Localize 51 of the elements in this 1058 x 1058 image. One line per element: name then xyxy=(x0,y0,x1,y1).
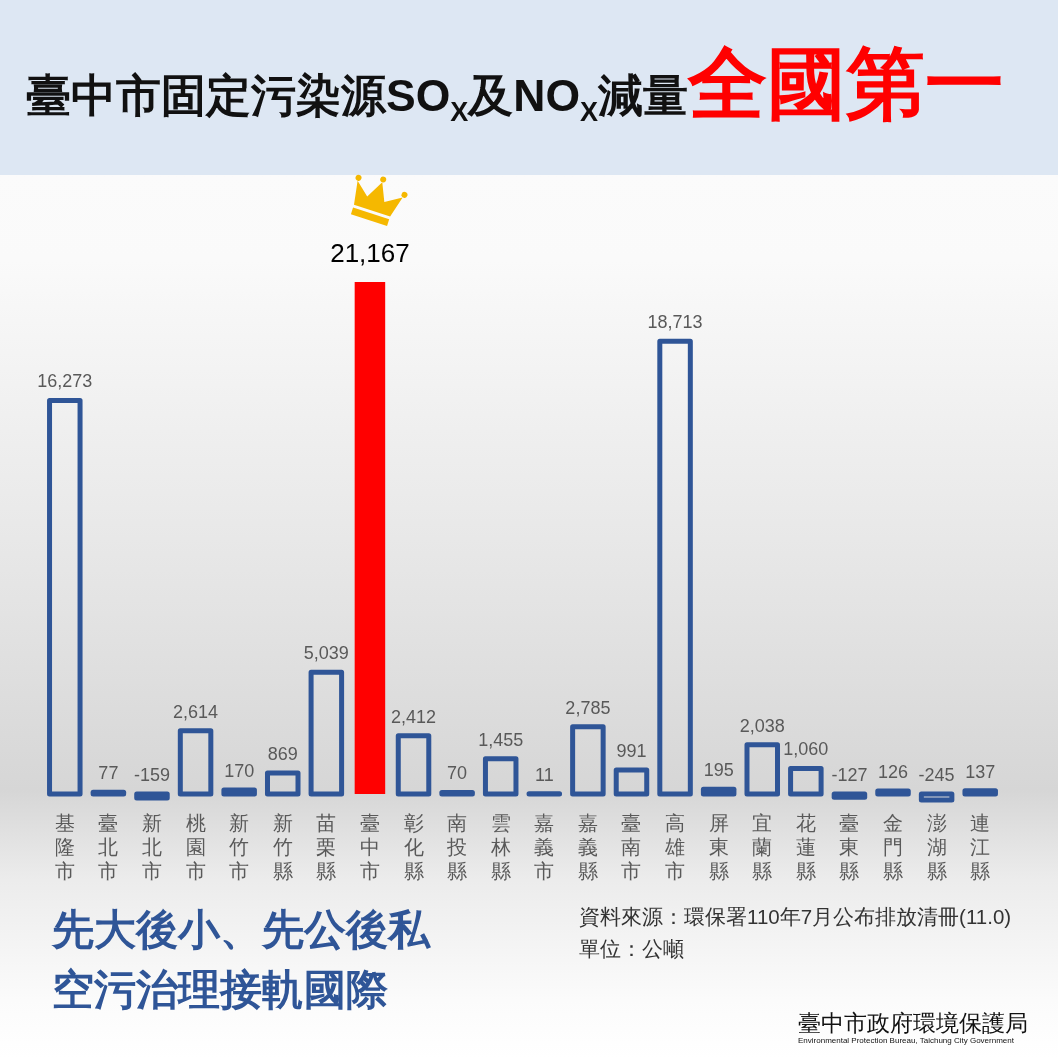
x-tick-label: 南投縣 xyxy=(446,811,468,882)
data-label: 2,038 xyxy=(739,715,785,736)
x-tick-label: 新竹市 xyxy=(229,811,250,882)
chart-title: 臺中市固定污染源SO$_{X}$及NO$_{X}$減量全國第一 xyxy=(26,39,1005,128)
data-label: -127 xyxy=(831,765,868,786)
data-label: 77 xyxy=(98,763,119,784)
data-label: 16,273 xyxy=(37,371,93,392)
text: 單位：公噸 xyxy=(579,936,684,962)
data-label: 170 xyxy=(224,760,255,781)
x-tick-label: 苗栗縣 xyxy=(316,811,337,882)
text: 空污治理接軌國際 xyxy=(52,965,388,1015)
x-tick-label: 澎湖縣 xyxy=(926,811,947,882)
data-label: 5,039 xyxy=(303,643,349,664)
x-tick-label: 新北市 xyxy=(141,811,162,882)
x-tick-label: 花蓮縣 xyxy=(795,811,816,882)
x-tick-label: 高雄市 xyxy=(664,811,686,882)
data-label: 2,614 xyxy=(173,701,219,722)
x-tick-label: 屏東縣 xyxy=(708,811,729,882)
x-tick-label: 嘉義市 xyxy=(534,811,555,882)
data-label: 126 xyxy=(878,761,909,782)
x-tick-label: 臺東縣 xyxy=(839,811,860,882)
x-tick-label: 彰化縣 xyxy=(403,811,424,882)
data-label: 11 xyxy=(534,764,554,785)
x-tick-label: 桃園市 xyxy=(185,811,206,882)
data-label: -245 xyxy=(918,765,955,786)
data-label: 18,713 xyxy=(647,312,703,333)
data-label: 991 xyxy=(616,741,647,762)
x-tick-label: 連江縣 xyxy=(970,811,991,882)
data-label: 21,167 xyxy=(330,238,410,269)
data-label: 2,412 xyxy=(391,706,437,727)
x-tick-label: 臺中市 xyxy=(359,811,380,882)
x-tick-label: 宜蘭縣 xyxy=(752,811,773,882)
x-tick-label: 基隆市 xyxy=(54,811,75,882)
data-label: 195 xyxy=(703,760,734,781)
data-label: -159 xyxy=(133,765,170,786)
x-tick-label: 臺南市 xyxy=(621,811,642,882)
data-label: 1,455 xyxy=(478,729,524,750)
x-tick-label: 臺北市 xyxy=(98,811,119,882)
data-label: 2,785 xyxy=(565,697,611,718)
source-note: 資料來源：環保署110年7月公布排放清冊(11.0) xyxy=(579,904,1012,930)
data-label: 70 xyxy=(447,763,468,784)
x-tick-label: 雲林縣 xyxy=(489,811,511,882)
text: 臺中市政府環境保護局 xyxy=(798,1009,1028,1038)
x-tick-label: 金門縣 xyxy=(883,811,904,882)
data-label: 137 xyxy=(965,761,996,782)
text: 先大後小、先公後私 xyxy=(52,905,430,955)
x-tick-label: 嘉義縣 xyxy=(577,811,598,882)
x-tick-label: 新竹縣 xyxy=(272,811,293,882)
data-label: 869 xyxy=(267,744,298,765)
data-label: 1,060 xyxy=(783,739,829,760)
text: Environmental Protection Bureau, Taichung City Government xyxy=(798,1036,1014,1045)
